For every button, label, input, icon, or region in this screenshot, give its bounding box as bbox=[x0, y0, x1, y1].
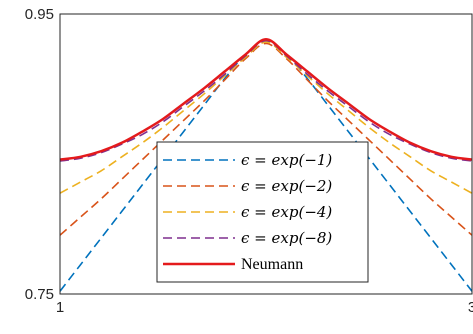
series-line-2 bbox=[60, 42, 472, 236]
series-line-5 bbox=[60, 37, 472, 161]
x-tick-label: 1 bbox=[56, 299, 64, 316]
plot-area-border bbox=[59, 13, 473, 295]
legend-label: ϵ = exp(−1) bbox=[241, 151, 332, 169]
series-lines bbox=[60, 37, 472, 292]
legend-label: ϵ = exp(−8) bbox=[241, 229, 332, 247]
axis-ticks: 0.75 0.95 1 3 bbox=[25, 6, 473, 316]
legend: ϵ = exp(−1) ϵ = exp(−2) ϵ = exp(−4) ϵ = exp… bbox=[156, 141, 369, 283]
series-line-3 bbox=[60, 41, 472, 194]
x-tick-label: 3 bbox=[468, 299, 473, 316]
legend-label: ϵ = exp(−2) bbox=[241, 177, 332, 195]
y-tick-label: 0.75 bbox=[25, 286, 54, 303]
legend-label: Neumann bbox=[241, 256, 303, 273]
y-tick-label: 0.95 bbox=[25, 6, 54, 23]
legend-label: ϵ = exp(−4) bbox=[241, 203, 332, 221]
series-line-4 bbox=[60, 39, 472, 162]
